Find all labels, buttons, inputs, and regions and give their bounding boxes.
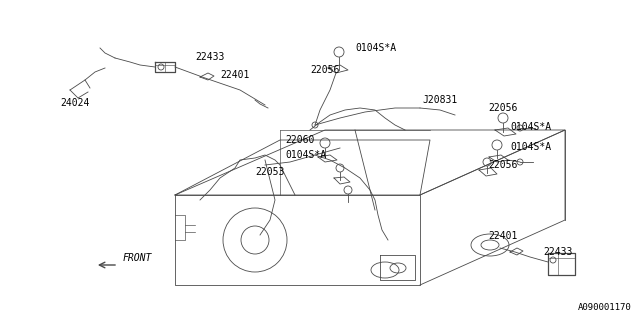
Text: A090001170: A090001170 — [579, 303, 632, 312]
Text: 22056: 22056 — [488, 103, 517, 113]
Text: 24024: 24024 — [60, 98, 90, 108]
Text: 22433: 22433 — [543, 247, 572, 257]
Text: 0104S*A: 0104S*A — [510, 122, 551, 132]
Text: 22060: 22060 — [285, 135, 314, 145]
Text: 22056: 22056 — [310, 65, 339, 75]
Text: 22053: 22053 — [255, 167, 284, 177]
Text: 0104S*A: 0104S*A — [285, 150, 326, 160]
Text: 0104S*A: 0104S*A — [355, 43, 396, 53]
Text: 22401: 22401 — [488, 231, 517, 241]
Text: 0104S*A: 0104S*A — [510, 142, 551, 152]
Text: 22433: 22433 — [195, 52, 225, 62]
Text: FRONT: FRONT — [123, 253, 152, 263]
Text: 22401: 22401 — [220, 70, 250, 80]
Text: J20831: J20831 — [422, 95, 457, 105]
Text: 22056: 22056 — [488, 160, 517, 170]
